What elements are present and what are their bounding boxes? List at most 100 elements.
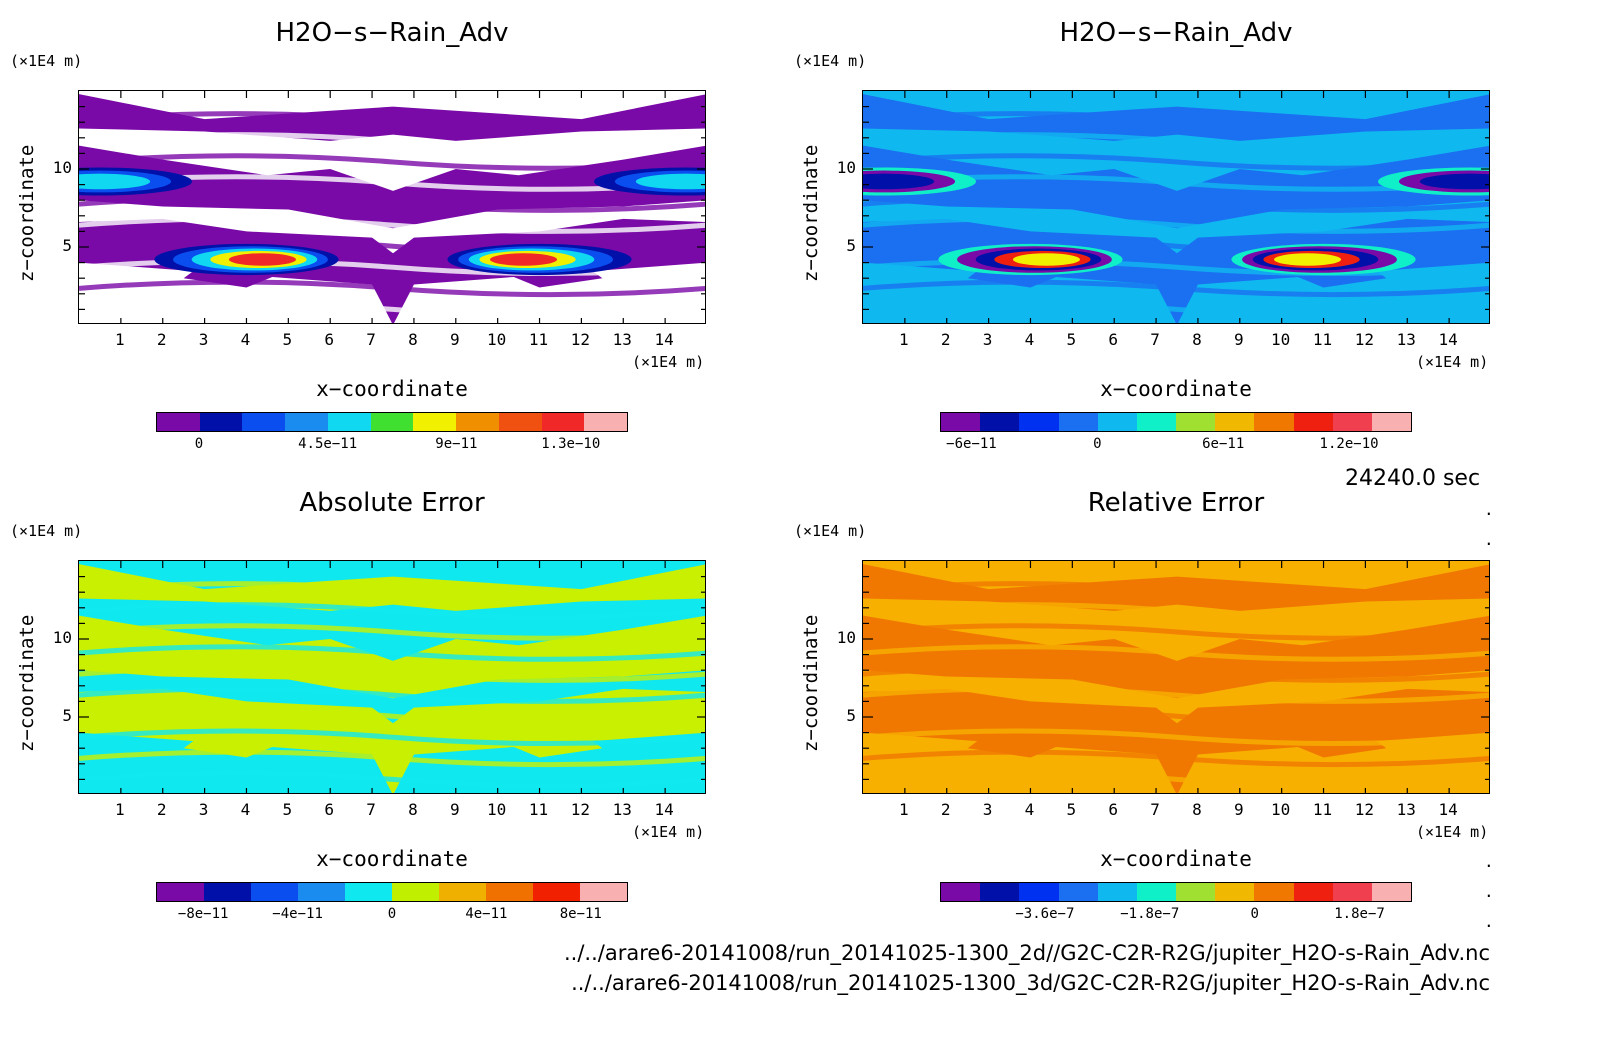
chart-panel: H2O−s−Rain_Adv (×1E4 m) z−coordinate 1 2 3 4 5 6… <box>784 0 1568 470</box>
x-tick-label: 13 <box>612 800 632 819</box>
x-tick-label: 7 <box>1150 800 1160 819</box>
x-tick-label: 4 <box>240 330 251 349</box>
field-streak <box>79 623 705 641</box>
plot-area <box>862 90 1490 324</box>
field-streak <box>863 279 1489 298</box>
colorbar-tick-label: 1.8e−7 <box>1334 906 1385 922</box>
colorbar-swatch <box>486 883 533 901</box>
colorbar <box>940 882 1412 902</box>
x-unit-label: (×1E4 m) <box>632 823 705 841</box>
x-tick-label: 2 <box>940 330 951 349</box>
x-unit-label: (×1E4 m) <box>632 353 705 371</box>
field-region <box>863 688 1489 793</box>
x-tick-label: 5 <box>1066 330 1077 349</box>
colorbar-swatch <box>1293 883 1333 901</box>
colorbar-swatch <box>1215 883 1255 901</box>
colorbar <box>940 412 1412 432</box>
x-tick-label: 2 <box>156 330 167 349</box>
colorbar-swatch <box>941 413 981 431</box>
x-tick-label: 8 <box>1192 330 1202 349</box>
colorbar-tick-label: −4e−11 <box>272 906 323 922</box>
field-streak <box>863 707 1489 725</box>
x-tick-label: 8 <box>1192 800 1202 819</box>
x-axis-label: x−coordinate <box>1100 377 1252 401</box>
colorbar-swatch <box>456 413 499 431</box>
feature-blob <box>228 253 296 266</box>
colorbar-swatch <box>1371 883 1412 901</box>
x-tick-label: 1 <box>115 800 125 819</box>
field-streak <box>863 581 1489 599</box>
colorbar-swatch <box>1215 413 1255 431</box>
field-streak <box>79 728 705 747</box>
x-tick-label: 6 <box>324 800 334 819</box>
colorbar-swatch <box>157 413 200 431</box>
x-tick-label: 12 <box>1354 330 1375 349</box>
y-unit-label: (×1E4 m) <box>10 522 83 540</box>
y-tick-label: 10 <box>52 158 72 177</box>
heatmap-field <box>79 561 705 793</box>
field-region <box>79 688 705 793</box>
colorbar-swatch <box>327 413 371 431</box>
colorbar-swatch <box>1058 413 1098 431</box>
field-streak <box>79 707 705 725</box>
x-tick-label: 5 <box>282 330 293 349</box>
x-unit-label: (×1E4 m) <box>1416 823 1489 841</box>
field-streak <box>863 665 1489 683</box>
feature-blob <box>79 173 151 190</box>
colorbar-swatch <box>345 883 392 901</box>
colorbar-swatch <box>1332 883 1372 901</box>
x-tick-label: 11 <box>528 800 549 819</box>
colorbar-swatch <box>251 883 298 901</box>
colorbar-swatch <box>1176 413 1216 431</box>
field-streak <box>863 195 1489 213</box>
field-region <box>967 710 1115 758</box>
x-tick-label: 6 <box>1108 800 1118 819</box>
chart-title: Relative Error <box>1087 488 1265 518</box>
x-tick-label: 12 <box>570 800 591 819</box>
colorbar-tick-label: −6e−11 <box>946 436 997 452</box>
x-tick-label: 14 <box>654 800 674 819</box>
x-axis-label: x−coordinate <box>1100 847 1252 871</box>
colorbar-tick-label: 9e−11 <box>435 436 478 452</box>
field-region <box>183 710 331 758</box>
colorbar-tick-label: 1.3e−10 <box>541 436 601 452</box>
colorbar-swatch <box>439 883 486 901</box>
colorbar-swatch <box>370 413 414 431</box>
heatmap-field <box>863 561 1489 793</box>
colorbar-swatch <box>941 883 981 901</box>
y-axis-label: z−coordinate <box>16 144 38 282</box>
x-tick-label: 13 <box>612 330 632 349</box>
feature-blob <box>1012 253 1080 266</box>
colorbar-swatch <box>285 413 328 431</box>
x-tick-label: 3 <box>198 330 209 349</box>
x-tick-label: 2 <box>940 800 951 819</box>
x-tick-label: 11 <box>1312 800 1333 819</box>
field-region <box>863 145 1489 229</box>
x-tick-label: 11 <box>1312 330 1333 349</box>
colorbar <box>156 412 628 432</box>
field-region <box>79 615 705 699</box>
field-streak <box>79 195 705 213</box>
y-tick-label: 5 <box>846 706 856 725</box>
y-tick-label: 5 <box>846 236 856 255</box>
colorbar-swatch <box>533 883 580 901</box>
x-tick-label: 7 <box>366 800 376 819</box>
feature-blob <box>490 253 558 266</box>
field-streak <box>863 728 1489 747</box>
plot-area <box>862 560 1490 794</box>
y-tick-label: 10 <box>836 628 856 647</box>
x-tick-label: 1 <box>115 330 125 349</box>
source-path-3d: ../../arare6-20141008/run_20141025-1300_… <box>571 971 1490 995</box>
field-region <box>863 615 1489 699</box>
feature-blob <box>863 173 935 190</box>
x-tick-label: 7 <box>366 330 376 349</box>
colorbar-swatch <box>1058 883 1098 901</box>
colorbar-swatch <box>980 883 1020 901</box>
x-tick-label: 5 <box>282 800 293 819</box>
colorbar-swatch <box>584 413 628 431</box>
y-unit-label: (×1E4 m) <box>794 522 867 540</box>
decorative-dot: . <box>1484 852 1494 871</box>
field-streak <box>863 602 1489 620</box>
heatmap-field <box>79 91 705 323</box>
colorbar-swatch <box>980 413 1020 431</box>
